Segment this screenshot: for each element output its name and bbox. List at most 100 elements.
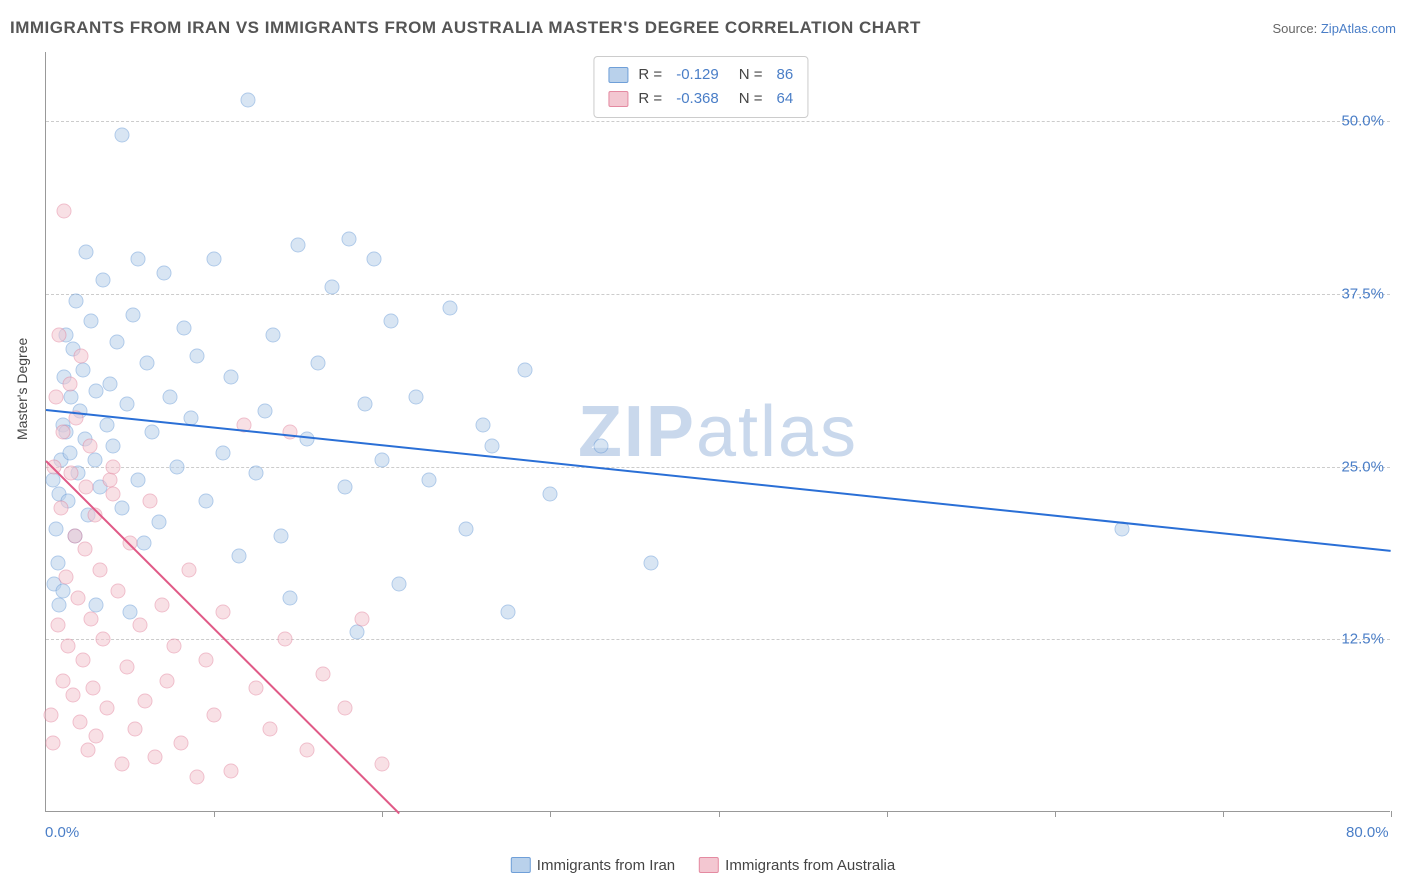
data-point — [92, 563, 107, 578]
data-point — [143, 494, 158, 509]
data-point — [87, 452, 102, 467]
data-point — [282, 425, 297, 440]
data-point — [198, 653, 213, 668]
data-point — [99, 418, 114, 433]
data-point — [89, 597, 104, 612]
data-point — [57, 203, 72, 218]
x-tick — [719, 811, 720, 817]
data-point — [111, 583, 126, 598]
data-point — [215, 604, 230, 619]
legend-row: R =-0.368N =64 — [608, 87, 793, 111]
gridline — [46, 294, 1390, 295]
data-point — [64, 390, 79, 405]
data-point — [44, 708, 59, 723]
legend-bottom: Immigrants from IranImmigrants from Aust… — [511, 857, 895, 874]
x-tick — [214, 811, 215, 817]
data-point — [65, 687, 80, 702]
data-point — [338, 701, 353, 716]
data-point — [366, 252, 381, 267]
data-point — [45, 735, 60, 750]
legend-swatch — [608, 91, 628, 107]
data-point — [543, 487, 558, 502]
data-point — [89, 729, 104, 744]
data-point — [518, 362, 533, 377]
data-point — [644, 556, 659, 571]
data-point — [84, 314, 99, 329]
data-point — [52, 328, 67, 343]
legend-n-value: 64 — [777, 87, 794, 111]
x-tick — [887, 811, 888, 817]
legend-r-label: R = — [638, 63, 662, 87]
legend-r-value: -0.129 — [676, 63, 719, 87]
legend-swatch — [699, 857, 719, 873]
data-point — [277, 632, 292, 647]
data-point — [99, 701, 114, 716]
legend-swatch — [608, 67, 628, 83]
data-point — [166, 639, 181, 654]
data-point — [240, 93, 255, 108]
data-point — [119, 659, 134, 674]
x-tick — [550, 811, 551, 817]
data-point — [484, 438, 499, 453]
x-axis-max: 80.0% — [1346, 824, 1389, 841]
data-point — [223, 369, 238, 384]
data-point — [392, 577, 407, 592]
legend-n-value: 86 — [777, 63, 794, 87]
legend-r-label: R = — [638, 87, 662, 111]
x-axis-min: 0.0% — [45, 824, 79, 841]
data-point — [133, 618, 148, 633]
data-point — [119, 397, 134, 412]
data-point — [148, 749, 163, 764]
data-point — [176, 321, 191, 336]
data-point — [375, 756, 390, 771]
data-point — [79, 245, 94, 260]
data-point — [262, 722, 277, 737]
data-point — [139, 355, 154, 370]
data-point — [79, 480, 94, 495]
data-point — [249, 680, 264, 695]
data-point — [274, 528, 289, 543]
data-point — [55, 673, 70, 688]
gridline — [46, 467, 1390, 468]
data-point — [50, 618, 65, 633]
data-point — [81, 742, 96, 757]
data-point — [324, 279, 339, 294]
data-point — [265, 328, 280, 343]
data-point — [70, 590, 85, 605]
data-point — [232, 549, 247, 564]
data-point — [109, 335, 124, 350]
legend-row: R = -0.129 N = 86 — [608, 63, 793, 87]
data-point — [131, 473, 146, 488]
y-tick-label: 37.5% — [1341, 285, 1384, 302]
chart-title: IMMIGRANTS FROM IRAN VS IMMIGRANTS FROM … — [10, 18, 921, 38]
legend-n-label: N = — [739, 63, 763, 87]
data-point — [207, 708, 222, 723]
source: Source: ZipAtlas.com — [1272, 21, 1396, 36]
data-point — [96, 632, 111, 647]
data-point — [408, 390, 423, 405]
data-point — [375, 452, 390, 467]
data-point — [128, 722, 143, 737]
data-point — [156, 266, 171, 281]
data-point — [138, 694, 153, 709]
gridline — [46, 121, 1390, 122]
x-tick — [1391, 811, 1392, 817]
y-axis-label: Master's Degree — [14, 338, 30, 440]
legend-bottom-item: Immigrants from Australia — [699, 857, 895, 874]
source-link[interactable]: ZipAtlas.com — [1321, 21, 1396, 36]
x-tick — [1223, 811, 1224, 817]
data-point — [350, 625, 365, 640]
data-point — [311, 355, 326, 370]
data-point — [72, 715, 87, 730]
data-point — [223, 763, 238, 778]
data-point — [77, 542, 92, 557]
data-point — [106, 487, 121, 502]
data-point — [249, 466, 264, 481]
data-point — [49, 390, 64, 405]
data-point — [102, 473, 117, 488]
data-point — [282, 590, 297, 605]
legend-r-value: -0.368 — [676, 87, 719, 111]
data-point — [593, 438, 608, 453]
x-tick — [1055, 811, 1056, 817]
data-point — [54, 501, 69, 516]
